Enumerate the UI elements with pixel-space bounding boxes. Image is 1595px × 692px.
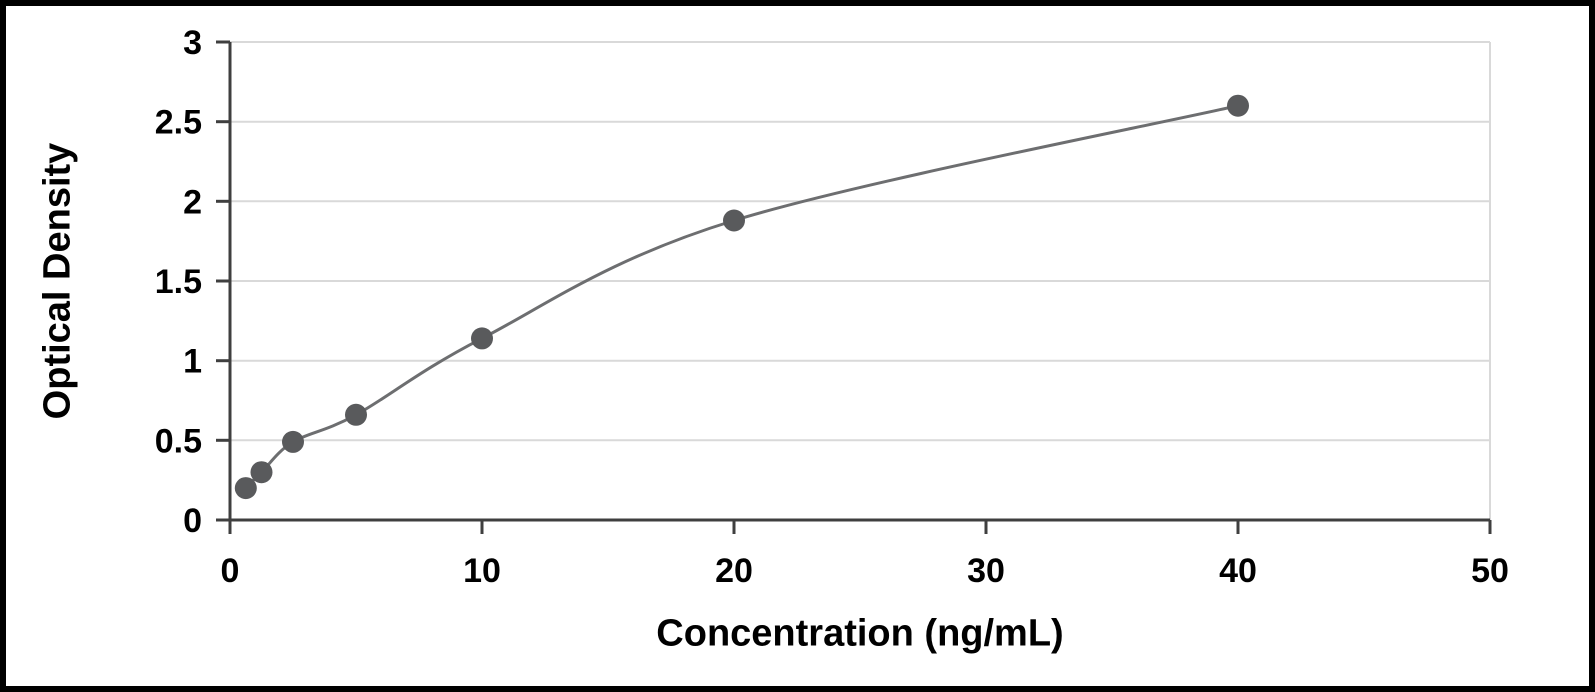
data-point-marker: [1227, 94, 1249, 117]
y-tick-label: 0.5: [155, 422, 202, 460]
y-tick-label: 3: [183, 24, 202, 62]
data-point-marker: [282, 430, 304, 453]
standard-curve-chart: 00.511.522.530 10 20 30 40 50: [155, 24, 1509, 590]
x-tick-label: 20: [715, 552, 753, 590]
fit-curve: [244, 104, 1239, 490]
x-axis-label: Concentration (ng/mL): [656, 612, 1064, 655]
x-tick-label: 30: [967, 552, 1005, 590]
x-tick-label: 40: [1219, 552, 1257, 590]
y-tick-label: 0: [183, 502, 202, 540]
data-point-marker: [471, 327, 493, 350]
x-tick-label: 50: [1471, 552, 1509, 590]
data-point-marker: [234, 477, 257, 500]
data-point-marker: [250, 461, 273, 484]
y-tick-label: 1.5: [155, 263, 202, 301]
x-tick-label: 10: [463, 552, 501, 590]
y-axis-label: Optical Density: [36, 142, 79, 420]
data-point-marker: [345, 403, 367, 426]
y-tick-label: 1: [183, 343, 202, 381]
data-point-marker: [723, 209, 745, 232]
x-tick-label: 0: [221, 552, 240, 590]
y-tick-label: 2: [183, 183, 202, 221]
y-tick-label: 2.5: [155, 104, 202, 142]
